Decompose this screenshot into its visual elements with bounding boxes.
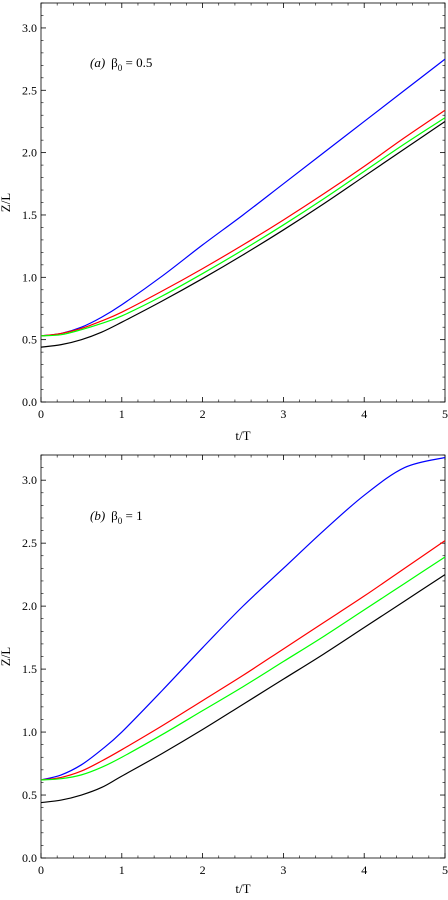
x-tick-label: 5: [442, 407, 448, 421]
x-tick-label: 0: [38, 863, 44, 877]
annotation-subscript: 0: [118, 63, 123, 73]
x-tick-label: 2: [200, 863, 206, 877]
series-line-1: [40, 456, 446, 781]
y-tick-label: 0.5: [22, 333, 37, 347]
y-tick-label: 3.0: [22, 21, 37, 35]
x-axis-label: t/T: [235, 881, 250, 896]
y-tick-label: 1.0: [22, 270, 37, 284]
annotation-symbol: β: [111, 508, 118, 523]
y-tick-label: 2.0: [22, 599, 37, 613]
x-tick-label: 3: [280, 407, 286, 421]
y-tick-label: 2.5: [22, 536, 37, 550]
x-axis-label: t/T: [235, 428, 250, 443]
series-line-1: [40, 58, 446, 337]
x-tick-label: 4: [361, 407, 367, 421]
y-tick-label: 0.0: [22, 851, 37, 865]
x-tick-label: 2: [200, 407, 206, 421]
panel-annotation: (b) β0 = 1: [90, 508, 143, 526]
series-line-3: [40, 117, 446, 337]
y-tick-label: 1.0: [22, 725, 37, 739]
x-tick-label: 1: [119, 407, 125, 421]
series-line-4: [40, 574, 446, 804]
x-tick-label: 1: [119, 863, 125, 877]
annotation-value: = 0.5: [122, 55, 152, 70]
y-tick-label: 0.0: [22, 395, 37, 409]
series-line-2: [40, 109, 446, 337]
y-tick-label: 2.5: [22, 83, 37, 97]
series-line-3: [40, 556, 446, 781]
x-tick-label: 3: [280, 863, 286, 877]
y-axis-label: Z/L: [0, 193, 13, 213]
y-axis-label: Z/L: [0, 647, 13, 667]
annotation-subscript: 0: [118, 516, 123, 526]
x-tick-label: 0: [38, 407, 44, 421]
y-tick-label: 1.5: [22, 208, 37, 222]
y-tick-label: 2.0: [22, 146, 37, 160]
x-tick-label: 5: [442, 863, 448, 877]
panel-a: 0 1 2 3 4 50.00.51.01.52.02.53.0t/TZ/L(a) β0 =…: [0, 2, 448, 443]
annotation-value: = 1: [122, 508, 142, 523]
x-tick-label: 4: [361, 863, 367, 877]
series-line-2: [40, 540, 446, 781]
y-tick-label: 1.5: [22, 662, 37, 676]
series-line-4: [40, 120, 446, 348]
annotation-tag: (b): [90, 508, 105, 523]
panel-b: 0 1 2 3 4 50.00.51.01.52.02.53.0t/TZ/L(b) β0 =…: [0, 454, 448, 896]
panel-annotation: (a) β0 = 0.5: [90, 55, 152, 73]
annotation-symbol: β: [111, 55, 118, 70]
y-tick-label: 0.5: [22, 788, 37, 802]
y-tick-label: 3.0: [22, 473, 37, 487]
annotation-tag: (a): [90, 55, 105, 70]
